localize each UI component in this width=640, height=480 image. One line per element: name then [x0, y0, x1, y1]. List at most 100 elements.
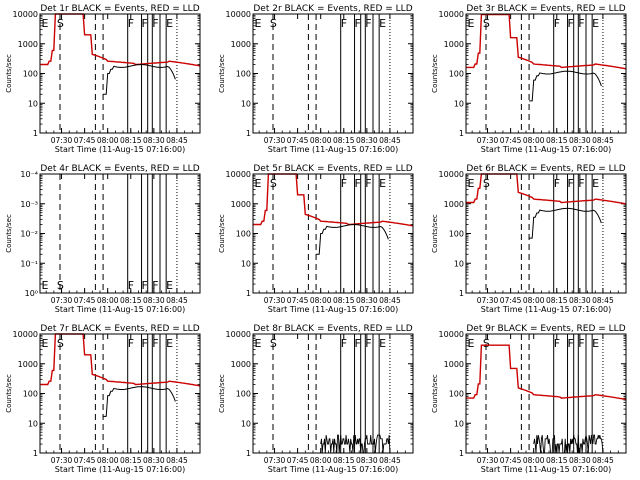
x-axis-label: Start Time (11-Aug-15 07:16:00) [481, 465, 612, 474]
event-marker-letter: E [255, 337, 262, 350]
event-marker-letter: F [142, 337, 148, 350]
event-marker-letter: F [128, 279, 134, 292]
y-tick-label: 10⁻¹ [20, 259, 38, 268]
event-marker-letter: F [365, 17, 371, 30]
x-tick-label: 07:30 [264, 136, 286, 145]
x-tick-label: 07:45 [500, 296, 522, 305]
detector-panel: Det 3r BLACK = Events, RED = LLD Counts/s… [431, 4, 627, 154]
detector-panel: Det 9r BLACK = Events, RED = LLD Counts/s… [431, 324, 627, 474]
plot-frame [39, 173, 201, 294]
plot-frame [465, 13, 627, 134]
x-tick-label: 08:45 [592, 296, 614, 305]
x-tick-label: 07:45 [287, 296, 309, 305]
y-tick-label: 1000 [444, 200, 464, 209]
y-tick-label: 1000 [18, 360, 38, 369]
x-tick-label: 08:30 [569, 296, 591, 305]
y-axis-label: Counts/sec [218, 374, 226, 413]
event-marker-letter: F [152, 337, 158, 350]
y-tick-label: 100 [236, 70, 251, 79]
plot-frame [465, 333, 627, 454]
y-tick-label: 1 [246, 289, 251, 298]
x-axis-label: Start Time (11-Aug-15 07:16:00) [268, 305, 399, 314]
y-tick-label: 10 [28, 419, 38, 428]
event-marker-letter: S [483, 337, 490, 350]
y-tick-label: 10000 [226, 330, 251, 339]
x-axis-label: Start Time (11-Aug-15 07:16:00) [481, 305, 612, 314]
x-axis-label: Start Time (11-Aug-15 07:16:00) [268, 465, 399, 474]
lld-series-line [253, 173, 414, 227]
panel-title: Det 2r BLACK = Events, RED = LLD [253, 4, 412, 14]
y-tick-label: 10000 [226, 10, 251, 19]
event-marker-letter: F [554, 337, 560, 350]
detector-panel: Det 7r BLACK = Events, RED = LLD Counts/s… [5, 324, 201, 474]
x-tick-label: 08:30 [569, 456, 591, 465]
x-tick-label: 08:00 [523, 296, 545, 305]
y-tick-label: 10⁻³ [20, 200, 38, 209]
y-axis-label: Counts/sec [431, 54, 439, 93]
event-marker-letter: F [365, 177, 371, 190]
event-marker-letter: E [592, 17, 599, 30]
event-marker-letter: F [142, 279, 148, 292]
x-tick-label: 08:15 [333, 456, 355, 465]
y-axis-label: Counts/sec [431, 214, 439, 253]
y-tick-label: 10 [241, 99, 251, 108]
event-marker-letter: F [578, 177, 584, 190]
event-marker-letter: F [128, 17, 134, 30]
event-marker-letter: F [128, 337, 134, 350]
y-tick-label: 10⁻² [20, 230, 38, 239]
x-tick-label: 08:30 [143, 296, 165, 305]
event-marker-letter: E [468, 17, 475, 30]
y-tick-label: 100 [236, 390, 251, 399]
x-tick-label: 08:30 [143, 456, 165, 465]
events-series-line [103, 386, 176, 417]
events-series-line [103, 63, 176, 95]
x-tick-label: 08:00 [523, 456, 545, 465]
detector-panel: Det 5r BLACK = Events, RED = LLD Counts/s… [218, 164, 414, 314]
event-marker-letter: F [578, 337, 584, 350]
event-marker-letter: F [142, 17, 148, 30]
panel-title: Det 7r BLACK = Events, RED = LLD [40, 324, 199, 334]
event-marker-letter: F [578, 17, 584, 30]
y-tick-label: 1 [33, 449, 38, 458]
y-tick-label: 10 [28, 99, 38, 108]
y-tick-label: 1 [459, 289, 464, 298]
event-marker-letter: E [255, 17, 262, 30]
x-tick-label: 08:00 [310, 136, 332, 145]
y-tick-label: 1000 [444, 40, 464, 49]
y-tick-label: 10 [241, 259, 251, 268]
events-series-line [533, 434, 604, 454]
event-marker-letter: E [166, 17, 173, 30]
detector-panel: Det 2r BLACK = Events, RED = LLD Counts/s… [218, 4, 414, 154]
panel-title: Det 3r BLACK = Events, RED = LLD [466, 4, 625, 14]
y-tick-label: 10 [454, 259, 464, 268]
panel-title: Det 4r BLACK = Events, RED = LLD [40, 164, 199, 174]
plot-frame [465, 173, 627, 294]
y-axis-label: Counts/sec [431, 374, 439, 413]
x-tick-label: 08:15 [120, 136, 142, 145]
event-marker-letter: S [270, 177, 277, 190]
x-tick-label: 08:00 [97, 456, 119, 465]
y-axis-label: Counts/sec [218, 214, 226, 253]
event-marker-letter: S [270, 337, 277, 350]
events-series-line [316, 223, 389, 255]
y-tick-label: 10000 [13, 330, 38, 339]
panel-title: Det 8r BLACK = Events, RED = LLD [253, 324, 412, 334]
y-tick-label: 1 [459, 449, 464, 458]
x-tick-label: 07:45 [500, 456, 522, 465]
x-tick-label: 07:45 [500, 136, 522, 145]
x-tick-label: 07:30 [264, 456, 286, 465]
event-marker-letter: E [379, 177, 386, 190]
x-tick-label: 08:00 [310, 456, 332, 465]
x-tick-label: 08:00 [97, 136, 119, 145]
event-marker-letter: F [554, 17, 560, 30]
y-tick-label: 1 [246, 129, 251, 138]
event-marker-letter: E [379, 337, 386, 350]
event-marker-letter: F [341, 177, 347, 190]
x-axis-label: Start Time (11-Aug-15 07:16:00) [481, 145, 612, 154]
event-marker-letter: E [468, 337, 475, 350]
event-marker-letter: E [379, 17, 386, 30]
x-tick-label: 08:30 [569, 136, 591, 145]
event-marker-letter: S [270, 17, 277, 30]
x-tick-label: 07:45 [287, 136, 309, 145]
